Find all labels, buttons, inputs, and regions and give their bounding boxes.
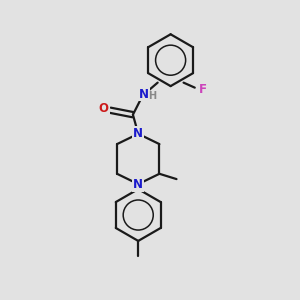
Text: N: N xyxy=(133,178,143,190)
Text: O: O xyxy=(99,102,109,115)
Text: N: N xyxy=(139,88,149,100)
Text: F: F xyxy=(198,82,206,96)
Text: H: H xyxy=(148,92,156,101)
Text: N: N xyxy=(133,127,143,140)
